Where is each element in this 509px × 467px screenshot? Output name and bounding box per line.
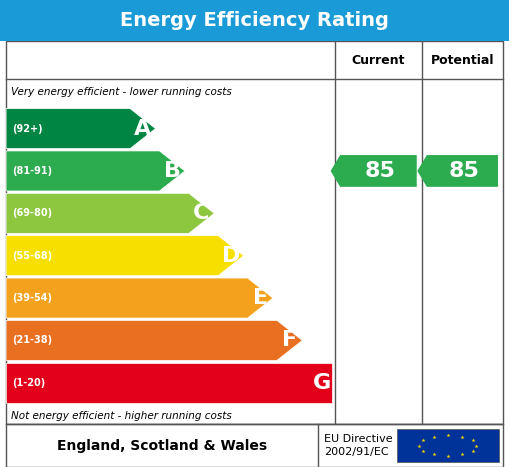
Text: (21-38): (21-38)	[12, 335, 52, 346]
Text: G: G	[313, 373, 331, 393]
Text: D: D	[222, 246, 240, 266]
Polygon shape	[6, 236, 244, 276]
Text: A: A	[134, 119, 151, 139]
Bar	[397, 429, 499, 462]
Text: (55-68): (55-68)	[12, 251, 52, 261]
Polygon shape	[6, 193, 214, 234]
Polygon shape	[417, 155, 498, 187]
Polygon shape	[6, 108, 155, 149]
Polygon shape	[331, 155, 417, 187]
Text: (39-54): (39-54)	[12, 293, 52, 303]
Polygon shape	[6, 151, 185, 191]
Polygon shape	[6, 320, 302, 361]
Polygon shape	[6, 278, 273, 318]
Text: C: C	[193, 203, 210, 223]
Bar	[6, 41, 503, 424]
Text: Energy Efficiency Rating: Energy Efficiency Rating	[120, 11, 389, 30]
Text: England, Scotland & Wales: England, Scotland & Wales	[57, 439, 267, 453]
Text: (69-80): (69-80)	[12, 208, 52, 218]
Text: Very energy efficient - lower running costs: Very energy efficient - lower running co…	[11, 87, 232, 97]
Text: (1-20): (1-20)	[12, 378, 45, 388]
Text: 85: 85	[365, 161, 396, 181]
Text: Current: Current	[352, 54, 405, 67]
Text: Not energy efficient - higher running costs: Not energy efficient - higher running co…	[11, 410, 232, 421]
Polygon shape	[6, 363, 332, 403]
Text: E: E	[252, 288, 268, 308]
Bar	[0, 0, 509, 41]
Text: B: B	[164, 161, 181, 181]
Text: EU Directive
2002/91/EC: EU Directive 2002/91/EC	[324, 434, 393, 457]
Text: 85: 85	[449, 161, 480, 181]
Text: (81-91): (81-91)	[12, 166, 52, 176]
Text: Potential: Potential	[431, 54, 494, 67]
Text: (92+): (92+)	[12, 124, 43, 134]
Bar	[6, 424, 503, 467]
Text: F: F	[282, 331, 297, 350]
